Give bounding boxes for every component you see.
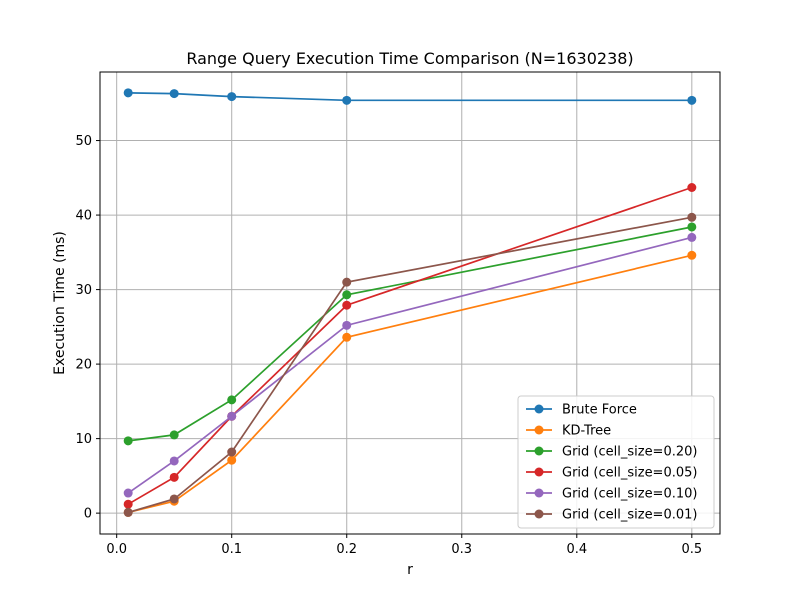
data-point [123, 88, 133, 98]
data-point [169, 456, 179, 466]
legend-marker [534, 509, 544, 519]
data-point [687, 95, 697, 105]
data-point [342, 320, 352, 330]
x-tick-label: 0.2 [336, 542, 357, 557]
y-axis-label: Execution Time (ms) [52, 231, 68, 375]
legend: Brute Force KD-Tree Grid (cell_size=0.20) G… [517, 395, 715, 529]
x-tick-label: 0.0 [106, 542, 127, 557]
y-tick-label: 20 [75, 358, 92, 373]
data-point [123, 507, 133, 517]
data-point [342, 277, 352, 287]
y-tick-label: 10 [75, 432, 92, 447]
data-point [687, 212, 697, 222]
series-0 [123, 88, 697, 105]
series-5 [123, 212, 697, 517]
data-point [169, 430, 179, 440]
data-point [342, 95, 352, 105]
data-point [342, 300, 352, 310]
y-tick-label: 40 [75, 209, 92, 224]
data-point [227, 92, 237, 102]
grid [100, 72, 720, 534]
legend-marker [534, 425, 544, 435]
y-tick-label: 30 [75, 283, 92, 298]
plot-frame [99, 71, 721, 535]
data-point [169, 494, 179, 504]
data-point [123, 488, 133, 498]
legend-marker [534, 404, 544, 414]
legend-item: Brute Force [526, 403, 637, 418]
x-axis-label: r [407, 562, 413, 578]
chart-title: Range Query Execution Time Comparison (N… [186, 49, 633, 68]
legend-label: Grid (cell_size=0.20) [562, 445, 697, 460]
y-tick-label: 50 [75, 134, 92, 149]
x-tick-label: 0.4 [566, 542, 587, 557]
legend-item: KD-Tree [526, 424, 611, 439]
data-point [227, 411, 237, 421]
data-point [687, 222, 697, 232]
x-tick-label: 0.1 [221, 542, 242, 557]
legend-item: Grid (cell_size=0.20) [526, 445, 697, 460]
data-point [169, 89, 179, 99]
data-point [687, 183, 697, 192]
legend-label: Grid (cell_size=0.05) [562, 466, 697, 481]
data-point [687, 250, 697, 260]
legend-box [517, 395, 715, 529]
legend-item: Grid (cell_size=0.10) [526, 487, 697, 502]
series-layer [123, 88, 697, 517]
legend-label: KD-Tree [562, 424, 611, 439]
legend-item: Grid (cell_size=0.01) [526, 508, 697, 523]
data-point [687, 232, 697, 242]
legend-label: Brute Force [562, 403, 637, 418]
legend-label: Grid (cell_size=0.10) [562, 487, 697, 502]
axis-ticks: 0.0 0.1 0.2 0.3 0.4 0.5 0 10 20 30 40 50 [75, 134, 702, 557]
data-point [227, 447, 237, 457]
data-point [227, 395, 237, 405]
data-point [227, 455, 237, 465]
data-point [169, 472, 179, 482]
y-tick-label: 0 [84, 507, 92, 522]
x-tick-label: 0.3 [451, 542, 472, 557]
series-2 [123, 222, 697, 446]
series-4 [123, 232, 697, 498]
data-point [342, 290, 352, 300]
series-line [128, 92, 692, 102]
legend-marker [534, 446, 544, 456]
data-point [123, 499, 133, 509]
x-tick-label: 0.5 [681, 542, 702, 557]
legend-marker [534, 488, 544, 498]
data-point [342, 332, 352, 342]
legend-label: Grid (cell_size=0.01) [562, 508, 697, 523]
legend-item: Grid (cell_size=0.05) [526, 466, 697, 481]
data-point [123, 436, 133, 446]
legend-marker [534, 467, 544, 477]
